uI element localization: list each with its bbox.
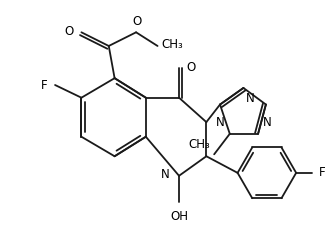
Text: CH₃: CH₃ [188, 138, 210, 151]
Text: O: O [187, 61, 196, 74]
Text: N: N [263, 116, 272, 129]
Text: O: O [64, 25, 74, 38]
Text: O: O [132, 15, 142, 28]
Text: N: N [160, 168, 169, 181]
Text: F: F [319, 166, 325, 179]
Text: CH₃: CH₃ [161, 38, 183, 50]
Text: F: F [41, 79, 47, 91]
Text: OH: OH [170, 210, 188, 223]
Text: N: N [246, 92, 255, 105]
Text: N: N [216, 116, 225, 129]
